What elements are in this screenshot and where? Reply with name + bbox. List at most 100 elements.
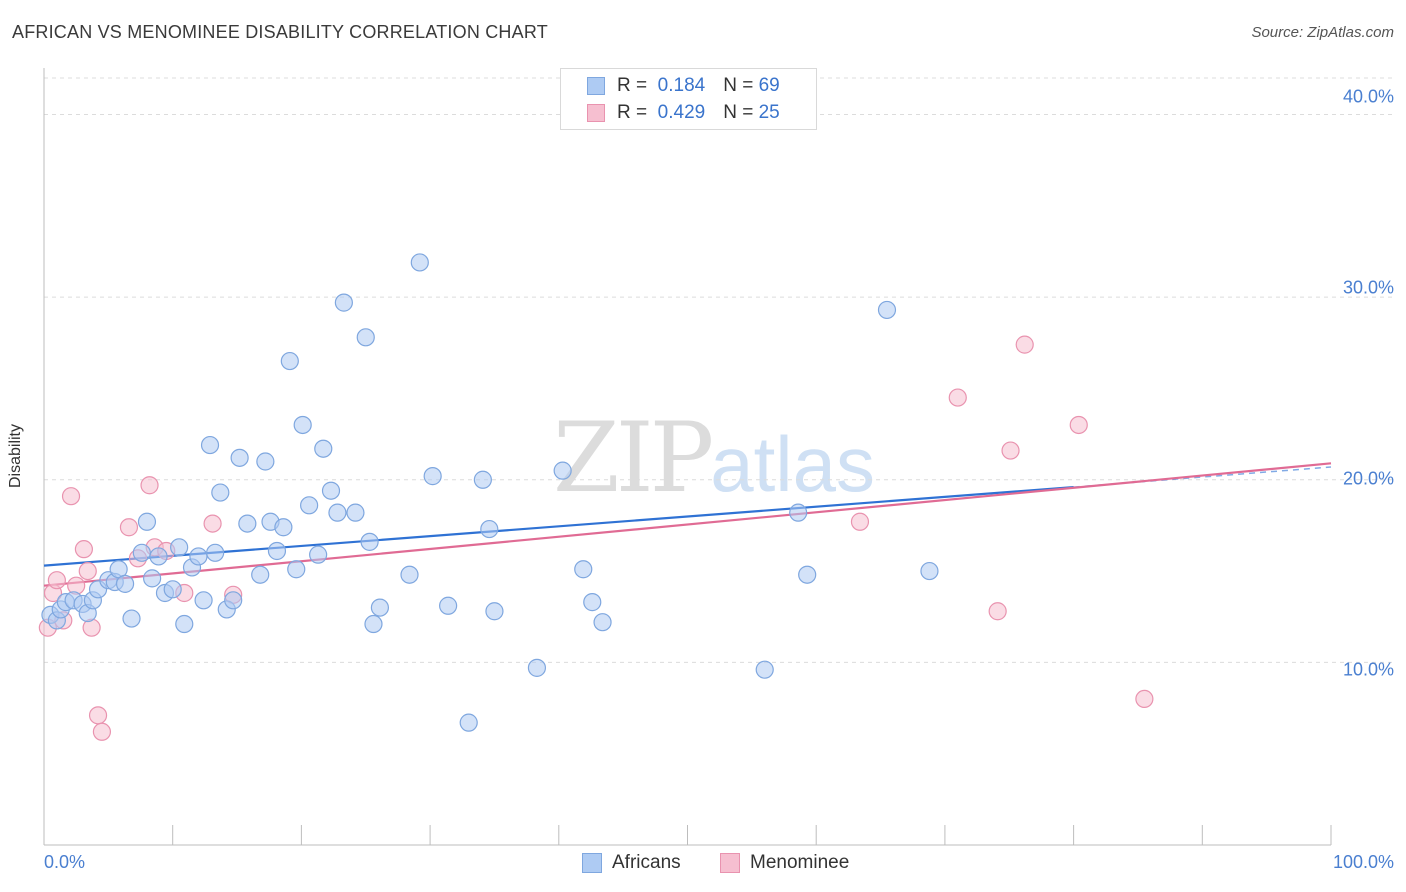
point-menominee [140, 476, 159, 495]
point-africans [206, 543, 225, 562]
point-africans [574, 560, 593, 579]
legend-r-value: 0.429 [657, 102, 706, 123]
point-africans [583, 593, 602, 612]
point-africans [274, 518, 293, 537]
point-africans [149, 547, 168, 566]
point-africans [346, 503, 365, 522]
series-legend-africans[interactable]: Africans [582, 852, 681, 874]
point-africans [360, 532, 379, 551]
point-menominee [78, 561, 97, 581]
point-africans [163, 580, 182, 599]
axes [43, 68, 1332, 846]
point-africans [410, 253, 429, 272]
point-menominee [988, 602, 1007, 621]
point-africans [251, 565, 270, 584]
trend-line-menominee [43, 462, 1332, 587]
point-menominee [1135, 689, 1154, 709]
series-legend-menominee[interactable]: Menominee [720, 852, 849, 874]
legend-n-label: N = [723, 75, 754, 96]
point-menominee [88, 706, 108, 725]
point-africans [321, 481, 341, 500]
legend-swatch-menominee [587, 104, 605, 122]
watermark-atlas: atlas [710, 420, 875, 508]
point-africans [224, 591, 243, 610]
point-africans [877, 300, 897, 320]
watermark: ZIPatlas [553, 402, 875, 514]
menominee-swatch [720, 853, 740, 873]
legend-n-value: 25 [758, 102, 780, 123]
point-africans [309, 545, 328, 564]
point-menominee [61, 487, 81, 506]
y-tick-label-10: 10.0% [1342, 659, 1394, 680]
x-tick-label-min: 0.0% [44, 852, 86, 872]
point-africans [200, 435, 220, 455]
point-africans [920, 561, 939, 581]
chart-title: AFRICAN VS MENOMINEE DISABILITY CORRELAT… [12, 22, 548, 42]
point-africans [364, 614, 383, 634]
africans-swatch [582, 853, 602, 873]
legend-n-label: N = [723, 102, 754, 123]
point-menominee [1015, 335, 1034, 354]
point-africans [314, 439, 333, 458]
legend-r-label: R = [617, 75, 648, 96]
grid-lines [44, 77, 1392, 663]
point-menominee [47, 571, 66, 590]
y-tick-label-30: 30.0% [1342, 277, 1394, 298]
point-menominee [92, 722, 112, 741]
point-africans [280, 351, 299, 371]
point-africans [287, 560, 306, 579]
point-africans [480, 519, 499, 539]
point-africans [132, 543, 151, 562]
point-africans [423, 467, 442, 486]
y-tick-label-40: 40.0% [1342, 86, 1394, 107]
point-africans [334, 293, 353, 312]
menominee-legend-label: Menominee [750, 852, 850, 873]
point-africans [267, 541, 287, 561]
point-africans [189, 547, 208, 566]
point-africans [356, 328, 375, 347]
point-africans [459, 713, 478, 732]
point-africans [256, 452, 275, 471]
y-axis-label: Disability [7, 423, 24, 489]
watermark-zip: ZIP [553, 402, 714, 514]
point-africans [593, 613, 612, 632]
point-africans [473, 470, 492, 489]
legend-r-label: R = [617, 102, 648, 123]
legend-n-value: 69 [758, 75, 780, 96]
point-menominee [1001, 441, 1020, 460]
legend-r-value: 0.184 [657, 75, 706, 96]
point-menominee [1069, 415, 1088, 435]
point-africans [238, 514, 257, 533]
legend-row-africans: R = 0.184 N = 69 [587, 74, 780, 98]
point-menominee [74, 540, 93, 559]
point-africans [485, 602, 504, 621]
point-africans [170, 538, 189, 557]
point-africans [137, 512, 157, 531]
x-tick-label-max: 100.0% [1332, 852, 1394, 872]
point-menominee [948, 388, 967, 407]
data-points [38, 253, 1154, 741]
point-africans [553, 461, 572, 480]
point-africans [400, 565, 419, 584]
point-menominee [850, 512, 870, 531]
point-africans [122, 609, 141, 628]
point-africans [789, 503, 808, 522]
point-africans [194, 591, 213, 610]
point-africans [370, 598, 390, 617]
legend-row-menominee: R = 0.429 N = 25 [587, 101, 780, 125]
point-africans [328, 503, 347, 522]
point-africans [300, 496, 319, 515]
point-africans [798, 565, 817, 584]
legend-swatch-africans [587, 77, 605, 95]
correlation-legend: R = 0.184 N = 69 R = 0.429 N = 25 [560, 68, 817, 130]
point-africans [143, 569, 162, 588]
source-label: Source: ZipAtlas.com [1251, 24, 1394, 41]
point-menominee [119, 518, 139, 537]
point-menominee [203, 514, 222, 533]
trend-lines [43, 462, 1332, 587]
point-africans [527, 658, 547, 677]
point-africans [230, 448, 249, 467]
africans-legend-label: Africans [612, 852, 681, 873]
point-africans [211, 483, 230, 502]
